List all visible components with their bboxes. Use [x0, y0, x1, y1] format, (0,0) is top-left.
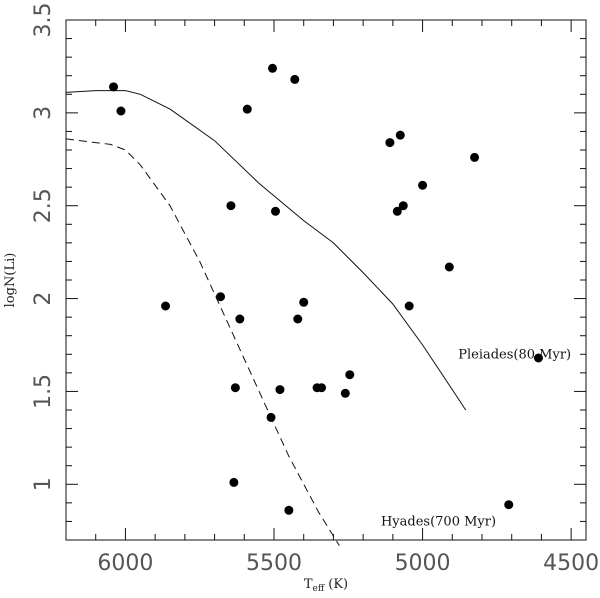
data-point [293, 314, 303, 324]
data-point [266, 412, 276, 422]
curve-annotation: Pleiades(80 Myr) [458, 347, 571, 362]
data-point [268, 63, 278, 73]
data-point [235, 314, 245, 324]
x-axis-label-subscript: eff [313, 584, 325, 594]
y-tick-label: 1 [31, 477, 56, 491]
data-point [418, 180, 428, 190]
data-point [270, 206, 280, 216]
x-tick-label: 6000 [97, 551, 153, 576]
x-axis-label-unit: (K) [328, 577, 348, 592]
data-point [226, 201, 236, 211]
data-point [398, 201, 408, 211]
axis-ticks [65, 19, 586, 541]
data-point [116, 106, 126, 116]
data-point [229, 477, 239, 487]
data-point [392, 206, 402, 216]
data-point [216, 292, 226, 302]
y-tick-labels: 1 1.5 2 2.5 3 3.5 [31, 3, 56, 492]
data-point [290, 74, 300, 84]
data-point [345, 370, 355, 380]
x-tick-label: 5000 [395, 551, 451, 576]
x-tick-label: 4500 [543, 551, 599, 576]
data-points [109, 63, 543, 515]
data-point [317, 383, 327, 393]
data-point [444, 262, 454, 272]
data-point [275, 385, 285, 395]
plot-frame [65, 19, 587, 541]
pleiades-curve [65, 90, 467, 411]
model-curves [65, 90, 467, 546]
x-tick-labels: 6000 5500 5000 4500 [97, 551, 599, 576]
data-point [504, 500, 514, 510]
x-axis-label: Teff (K) [304, 577, 348, 594]
data-point [404, 301, 414, 311]
x-tick-label: 5500 [246, 551, 302, 576]
curve-annotation: Hyades(700 Myr) [381, 514, 496, 529]
data-point [395, 130, 405, 140]
y-tick-label: 1.5 [31, 374, 56, 409]
curve-annotations: Pleiades(80 Myr) Hyades(700 Myr) [381, 347, 571, 529]
data-point [470, 152, 480, 162]
data-point [533, 353, 543, 363]
data-point [109, 82, 119, 92]
y-tick-label: 3 [31, 106, 56, 120]
data-point [284, 505, 294, 515]
data-point [230, 383, 240, 393]
data-point [340, 388, 350, 398]
data-point [161, 301, 171, 311]
x-axis-label-main: T [304, 577, 313, 592]
data-point [242, 104, 252, 114]
y-tick-label: 2 [31, 292, 56, 306]
y-tick-label: 3.5 [31, 3, 56, 38]
hyades-curve [65, 138, 340, 546]
data-point [299, 297, 309, 307]
y-tick-label: 2.5 [31, 188, 56, 223]
data-point [385, 138, 395, 148]
y-axis-label: logN(Li) [3, 253, 18, 308]
